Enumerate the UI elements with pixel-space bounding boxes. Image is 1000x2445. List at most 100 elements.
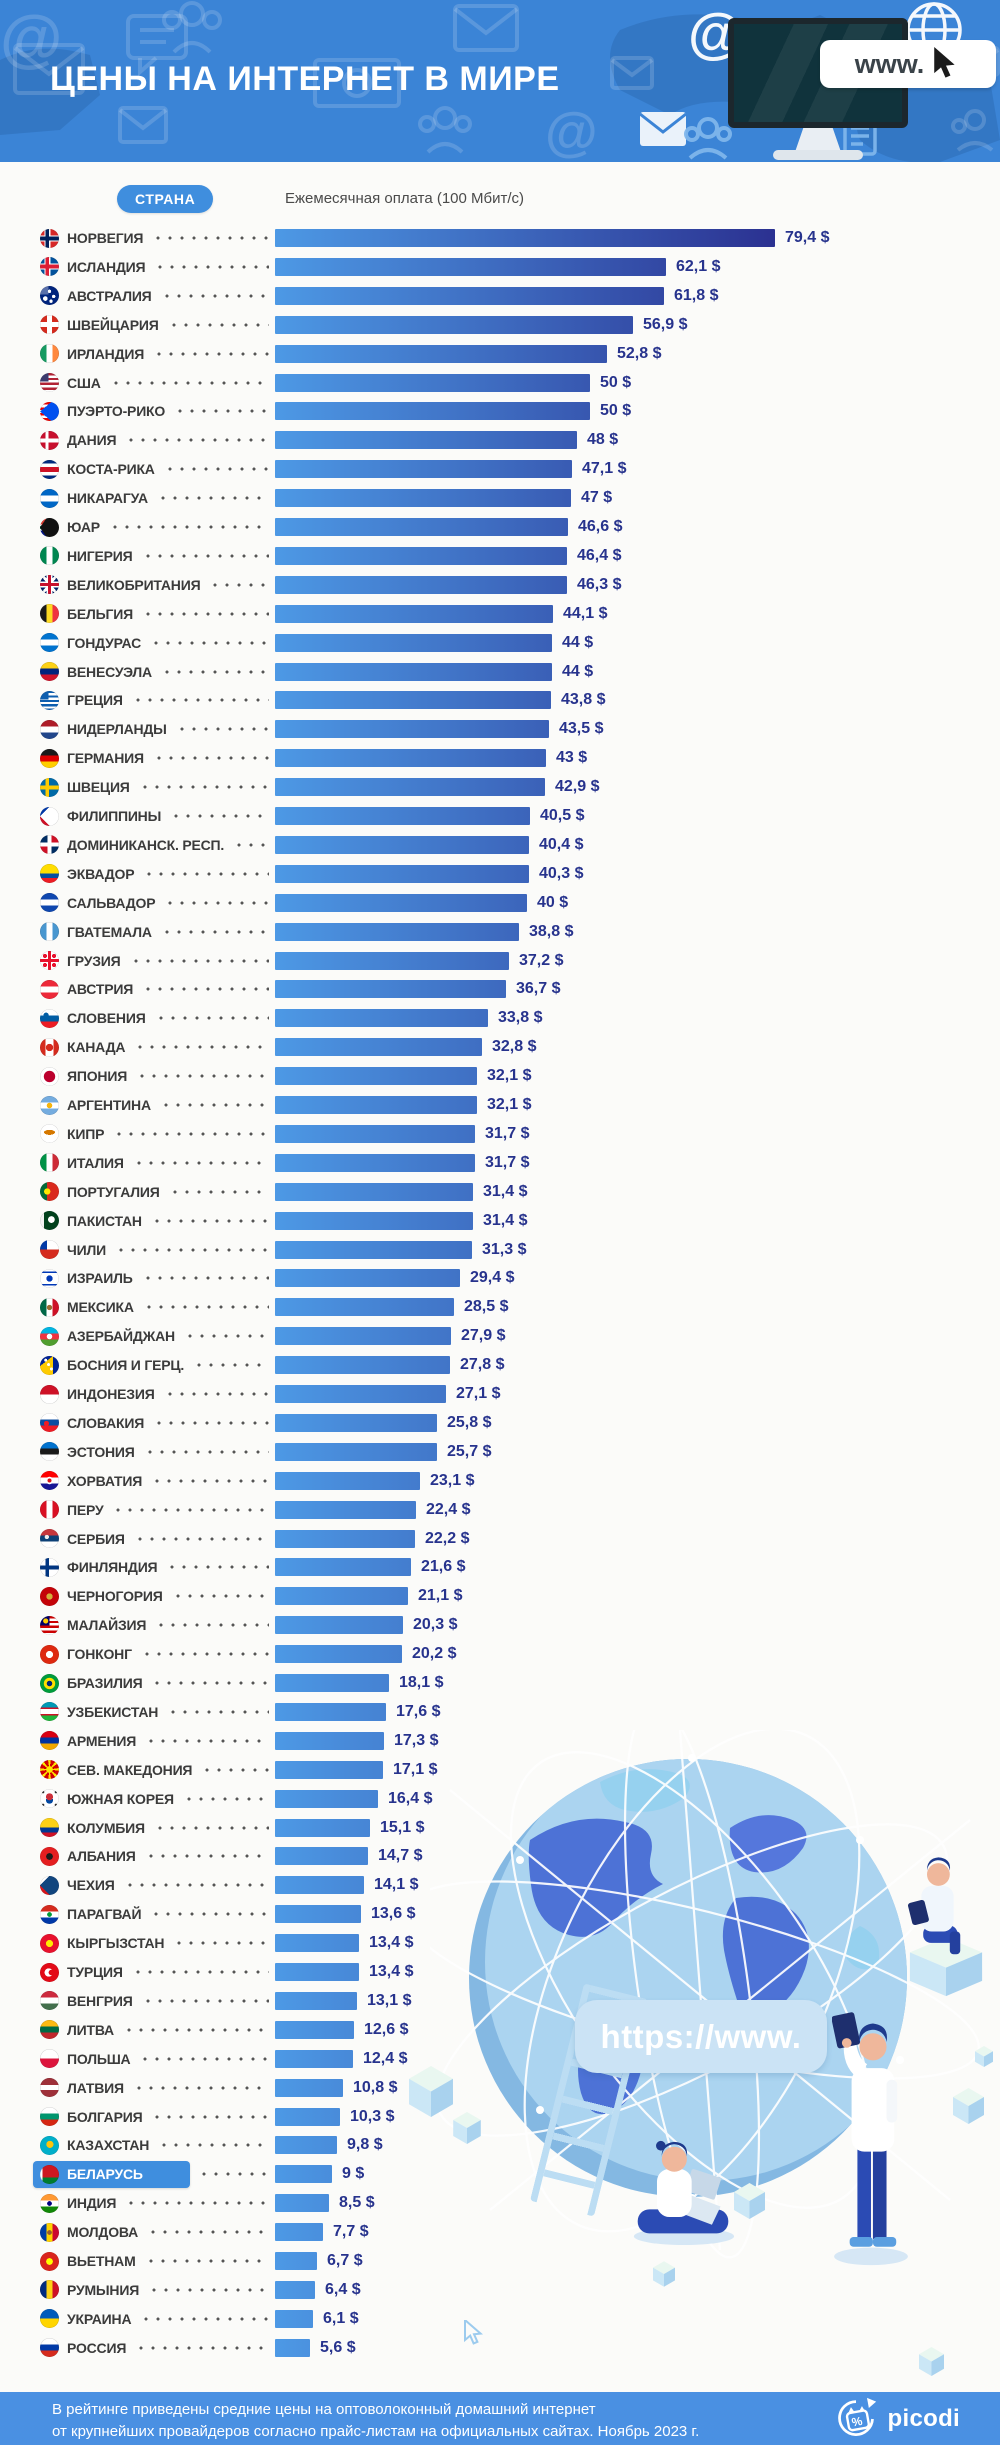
country-label: ТУРЦИЯ [67,1964,123,1980]
flag-icon [40,2107,59,2126]
value-label: 44,1 $ [563,604,608,622]
dot-leader [150,753,269,764]
row-lead: ТУРЦИЯ [40,1962,275,1982]
row-lead: СЛОВАКИЯ [40,1413,275,1433]
country-label: БЕЛЬГИЯ [67,605,133,622]
flag-icon [40,546,59,566]
country-label: НИГЕРИЯ [67,547,133,564]
country-row: ШВЕЙЦАРИЯ 56,9 $ [40,310,990,339]
value-label: 36,7 $ [516,980,561,998]
value-bar [275,257,666,276]
country-row: ГВАТЕМАЛА 38,8 $ [40,917,990,946]
cube-icon [953,2088,984,2124]
cube-icon [653,2261,675,2287]
flag-icon [40,2049,59,2069]
country-row: СЛОВЕНИЯ 33,8 $ [40,1004,990,1033]
dot-leader [158,666,269,677]
value-label: 56,9 $ [643,315,688,333]
flag-icon [40,893,59,913]
value-label: 8,5 $ [339,2194,375,2212]
value-bar [275,1327,451,1346]
dot-leader [169,1591,269,1602]
value-bar [275,1934,359,1953]
flag-icon [40,2338,59,2358]
picodi-brand-name: picodi [887,2405,960,2432]
value-label: 25,7 $ [447,1442,492,1460]
value-bar [275,2078,343,2097]
page-title: ЦЕНЫ НА ИНТЕРНЕТ В МИРЕ [50,60,560,98]
people-icon [951,109,994,152]
value-label: 61,8 $ [674,286,719,304]
value-bar [275,1211,473,1230]
country-row: ЮАР 46,6 $ [40,513,990,542]
country-row: РУМЫНИЯ 6,4 $ [40,2275,990,2304]
monitor-base [773,150,863,160]
flag-icon [40,488,59,508]
row-lead: АВСТРИЯ [40,979,275,999]
country-label: МЕКСИКА [67,1299,134,1316]
country-row: СЕРБИЯ 22,2 $ [40,1524,990,1553]
flag-icon [40,604,59,624]
value-bar [275,1385,446,1403]
value-bar [275,633,552,652]
country-row: КОСТА-РИКА 47,1 $ [40,455,990,484]
envelope-icon [13,43,85,95]
country-row: ПЕРУ 22,4 $ [40,1495,990,1524]
country-label: СЕРБИЯ [67,1530,125,1547]
country-row: ЧЕХИЯ 14,1 $ [40,1871,990,1900]
flag-icon [40,401,59,421]
value-label: 6,1 $ [323,2309,359,2327]
row-lead: МЕКСИКА [40,1297,275,1317]
country-column-pill: СТРАНА [117,185,214,213]
country-row: АВСТРАЛИЯ 61,8 $ [40,281,990,310]
flag-icon [40,1355,59,1375]
value-label: 40,4 $ [539,835,584,853]
country-row: ТУРЦИЯ 13,4 $ [40,1958,990,1987]
country-label: ЧИЛИ [67,1241,106,1258]
header-banner: @ @ @ www. [0,0,1000,162]
country-label: АЛБАНИЯ [67,1848,136,1865]
flag-icon [40,835,59,855]
dot-leader [113,1244,269,1255]
dot-leader [149,1678,269,1688]
country-row: ЭСТОНИЯ 25,7 $ [40,1437,990,1466]
dot-leader [137,2053,269,2064]
value-bar [275,720,549,739]
value-label: 40,3 $ [539,864,584,882]
value-bar [275,1442,437,1461]
flag-icon [40,2309,59,2329]
dot-leader [173,724,269,735]
country-row: САЛЬВАДОР 40 $ [40,888,990,917]
value-label: 12,4 $ [363,2049,408,2067]
value-label: 13,1 $ [367,1991,412,2009]
value-bar [275,1587,408,1606]
country-label: ЭСТОНИЯ [67,1443,135,1460]
value-bar [275,460,572,479]
dot-leader [149,2111,269,2122]
row-lead: СЛОВЕНИЯ [40,1008,275,1028]
country-label: ВЬЕТНАМ [67,2253,136,2269]
row-lead: ЮАР [40,517,275,537]
flag-icon [40,1673,59,1693]
country-label: ЛИТВА [67,2021,114,2038]
dot-leader [142,1851,269,1862]
row-lead: НИДЕРЛАНДЫ [40,719,275,739]
dot-leader [165,1706,269,1717]
value-label: 48 $ [587,431,619,449]
flag-icon [40,1875,59,1895]
value-bar [275,373,590,392]
dot-leader [152,1013,269,1024]
value-label: 9,8 $ [347,2136,383,2154]
dot-leader [130,1157,269,1168]
flag-icon [40,257,59,277]
flag-icon [40,1615,59,1635]
country-label: ВЕЛИКОБРИТАНИЯ [67,576,201,593]
country-label: ЮАР [67,519,100,535]
dot-leader [161,464,269,475]
cube-icon [409,2066,453,2117]
country-row: АЛБАНИЯ 14,7 $ [40,1842,990,1871]
country-row: МОЛДОВА 7,7 $ [40,2218,990,2247]
flag-icon [40,2164,59,2184]
value-bar [275,1674,389,1692]
country-row: НИДЕРЛАНДЫ 43,5 $ [40,715,990,744]
